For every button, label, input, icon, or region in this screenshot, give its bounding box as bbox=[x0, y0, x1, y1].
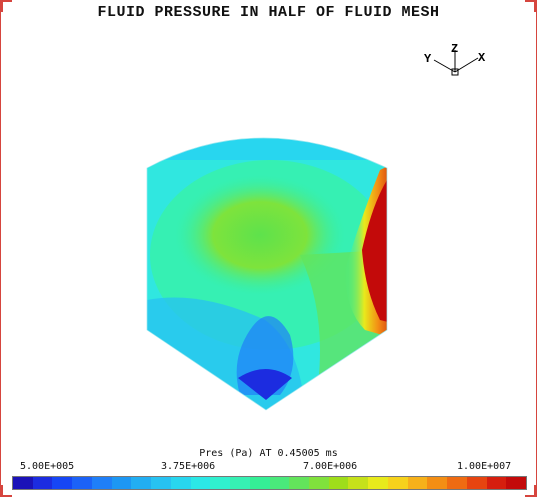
mesh-outline bbox=[146, 137, 388, 411]
colorbar-swatch bbox=[368, 477, 388, 489]
pressure-contour-plot bbox=[146, 137, 388, 411]
colorbar-swatch bbox=[309, 477, 329, 489]
frame-left bbox=[0, 0, 1, 497]
axis-triad: Z Y X bbox=[424, 42, 486, 76]
colorbar-swatch bbox=[190, 477, 211, 489]
x-axis-label: X bbox=[478, 51, 486, 65]
frame-corner bbox=[534, 485, 537, 497]
colorbar-swatch bbox=[486, 477, 507, 489]
colorbar-swatch bbox=[348, 477, 369, 489]
colorbar-swatch bbox=[32, 477, 53, 489]
frame-corner bbox=[0, 485, 3, 497]
legend-tick: 7.00E+006 bbox=[303, 461, 358, 472]
colorbar-swatch bbox=[466, 477, 487, 489]
legend-tick: 1.00E+007 bbox=[457, 461, 512, 472]
frame-corner bbox=[0, 495, 12, 497]
colorbar-swatch bbox=[91, 477, 112, 489]
colorbar-swatch bbox=[249, 477, 270, 489]
hot-spot bbox=[362, 180, 387, 325]
frame-corner bbox=[525, 0, 537, 2]
z-axis-label: Z bbox=[451, 42, 458, 56]
colorbar-swatch bbox=[111, 477, 132, 489]
colorbar-swatch bbox=[151, 477, 171, 489]
frame-corner bbox=[0, 0, 3, 12]
frame-corner bbox=[0, 0, 12, 2]
fluid-mesh bbox=[147, 138, 387, 410]
legend-tick: 5.00E+005 bbox=[20, 461, 75, 472]
legend-tick: 3.75E+006 bbox=[161, 461, 216, 472]
core-region bbox=[175, 175, 345, 295]
legend-colorbar bbox=[12, 476, 527, 490]
colorbar-swatch bbox=[289, 477, 310, 489]
colorbar-swatch bbox=[52, 477, 73, 489]
legend-title: Pres (Pa) AT 0.45005 ms bbox=[199, 448, 338, 459]
y-axis-label: Y bbox=[424, 52, 432, 66]
colorbar-swatch bbox=[506, 477, 527, 489]
plot-title: FLUID PRESSURE IN HALF OF FLUID MESH bbox=[97, 4, 440, 21]
frame-corner bbox=[534, 0, 537, 12]
colorbar-swatch bbox=[170, 477, 191, 489]
coldest-spot bbox=[238, 369, 292, 400]
colorbar-swatch bbox=[447, 477, 467, 489]
colorbar-swatch bbox=[13, 477, 33, 489]
frame-corner bbox=[525, 495, 537, 497]
colorbar-swatch bbox=[210, 477, 231, 489]
colorbar-swatch bbox=[230, 477, 250, 489]
colorbar-swatch bbox=[328, 477, 349, 489]
colorbar-swatch bbox=[72, 477, 92, 489]
colorbar-swatch bbox=[131, 477, 152, 489]
colorbar-swatch bbox=[387, 477, 408, 489]
colorbar-swatch bbox=[269, 477, 290, 489]
colorbar-swatch bbox=[427, 477, 448, 489]
top-surface bbox=[147, 138, 387, 160]
colorbar-swatch bbox=[407, 477, 428, 489]
